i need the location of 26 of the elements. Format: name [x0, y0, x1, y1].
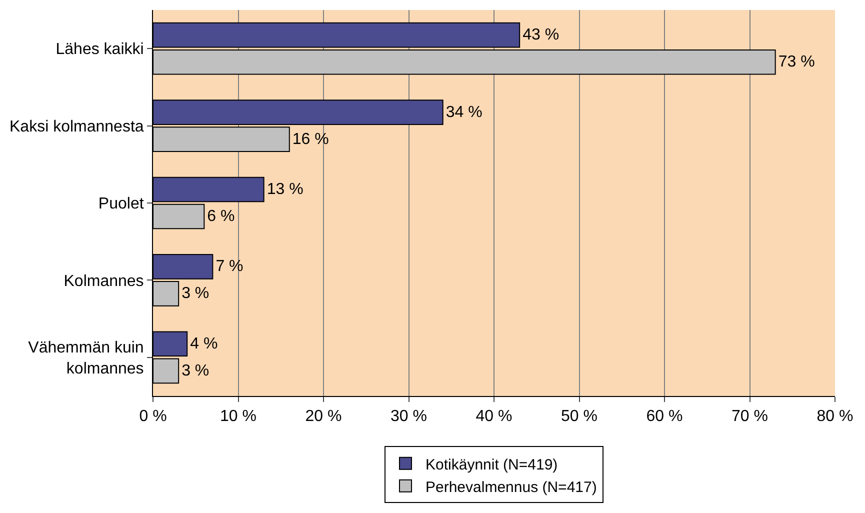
y-tick-label: Lähes kaikki	[56, 41, 144, 58]
x-tick-label: 80 %	[816, 408, 854, 426]
data-label: 34 %	[446, 104, 482, 121]
data-label: 73 %	[778, 54, 815, 71]
y-tick-label: Kolmannes	[64, 272, 144, 290]
data-label: 7 %	[216, 258, 244, 276]
x-tick-label: 0 %	[139, 408, 167, 426]
data-label: 3 %	[182, 362, 210, 380]
x-tick-label: 70 %	[732, 408, 768, 426]
x-tick-label: 60 %	[646, 408, 683, 426]
data-label: 43 %	[522, 26, 560, 44]
legend-label: Perhevalmennus (N=417)	[426, 478, 597, 496]
y-tick-label: Kaksi kolmannesta	[10, 118, 144, 136]
data-label: 13 %	[266, 180, 304, 198]
data-label: 4 %	[190, 335, 218, 352]
y-tick-label: Puolet	[98, 196, 144, 213]
x-tick-label: 50 %	[561, 408, 598, 426]
legend-label: Kotikäynnit (N=419)	[426, 456, 558, 474]
x-tick-label: 10 %	[220, 408, 256, 426]
x-tick-label: 40 %	[476, 408, 512, 426]
x-tick-label: 20 %	[305, 408, 342, 426]
data-label: 6 %	[207, 208, 235, 226]
data-label: 3 %	[182, 285, 210, 302]
y-tick-label: Vähemmän kuin kolmannes	[28, 340, 144, 378]
x-tick-label: 30 %	[390, 408, 427, 426]
data-label: 16 %	[292, 130, 329, 148]
